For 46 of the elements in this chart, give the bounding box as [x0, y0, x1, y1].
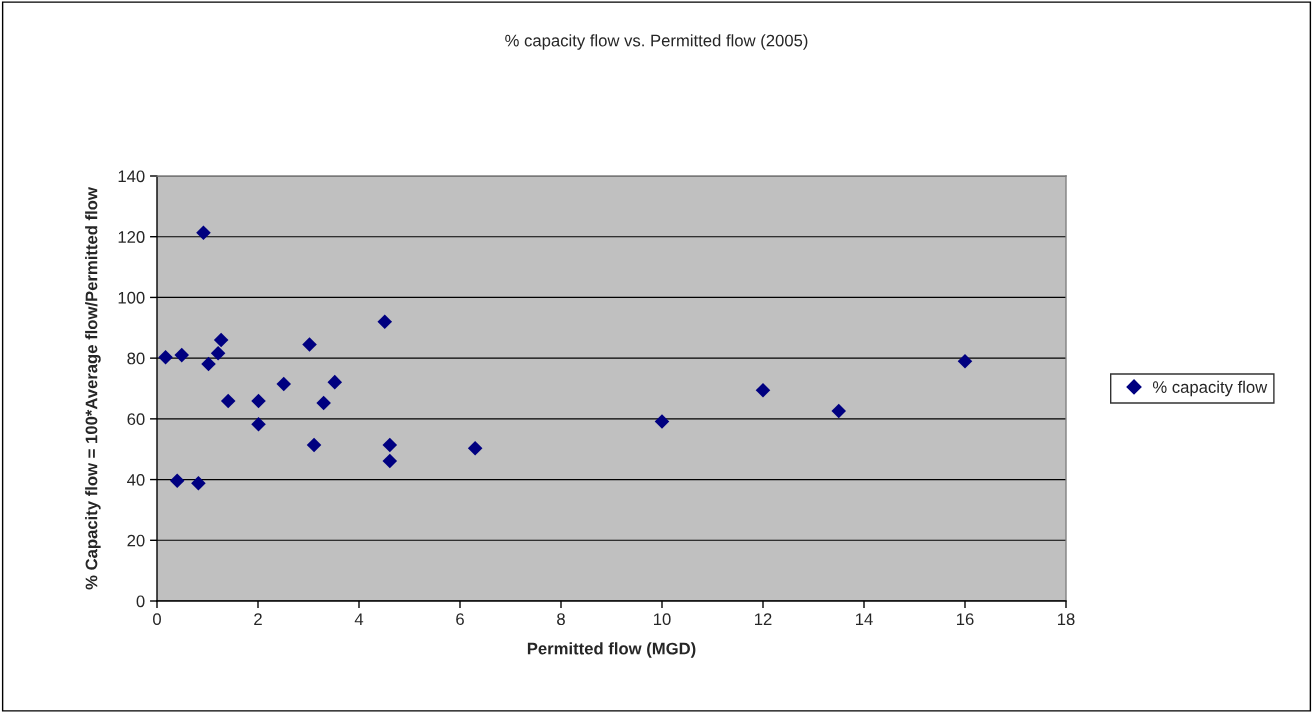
x-tick-label: 0: [153, 613, 161, 626]
point: [174, 347, 190, 363]
point: [467, 441, 483, 456]
y-tick-label: 20: [127, 534, 145, 547]
y-tick-label: 120: [118, 231, 145, 243]
y-tick-label: 40: [127, 473, 145, 486]
x-tick-label: 10: [654, 613, 671, 626]
point: [327, 374, 343, 390]
x-tick-label: 14: [856, 613, 873, 625]
point: [276, 376, 292, 392]
y-tick-label: 60: [127, 413, 145, 426]
point: [220, 393, 236, 409]
x-tick-label: 18: [1058, 613, 1075, 626]
point: [957, 353, 973, 369]
point: [169, 473, 185, 489]
point: [377, 314, 393, 329]
x-tick-label: 2: [254, 613, 262, 625]
y-tick-label: 0: [136, 595, 145, 608]
point: [251, 417, 266, 432]
y-tick-label: 100: [118, 291, 145, 304]
point: [201, 356, 216, 372]
point: [251, 393, 266, 409]
x-tick-label: 12: [755, 613, 772, 625]
x-tick-label: 16: [957, 613, 974, 626]
legend-label: % capacity flow: [1152, 380, 1268, 397]
point: [302, 337, 317, 352]
point: [306, 437, 322, 453]
point: [316, 395, 331, 411]
x-tick-label: 8: [557, 613, 565, 626]
x-tick-label: 6: [456, 613, 464, 626]
point: [382, 437, 398, 453]
point: [213, 332, 229, 348]
point: [158, 349, 173, 365]
x-tick-label: 4: [354, 613, 364, 625]
chart-title: % capacity flow vs. Permitted flow (2005): [505, 34, 808, 50]
point: [382, 453, 398, 469]
x-axis-title: Permitted flow (MGD): [527, 642, 696, 658]
point: [196, 225, 211, 241]
y-axis-title: % Capacity flow = 100*Average flow/Permitted flow: [85, 187, 101, 590]
point: [210, 346, 226, 361]
y-tick-label: 140: [118, 170, 145, 183]
y-tick-label: 80: [127, 352, 145, 365]
point: [755, 383, 771, 398]
point: [831, 403, 847, 419]
point: [654, 414, 670, 429]
point: [191, 475, 206, 491]
